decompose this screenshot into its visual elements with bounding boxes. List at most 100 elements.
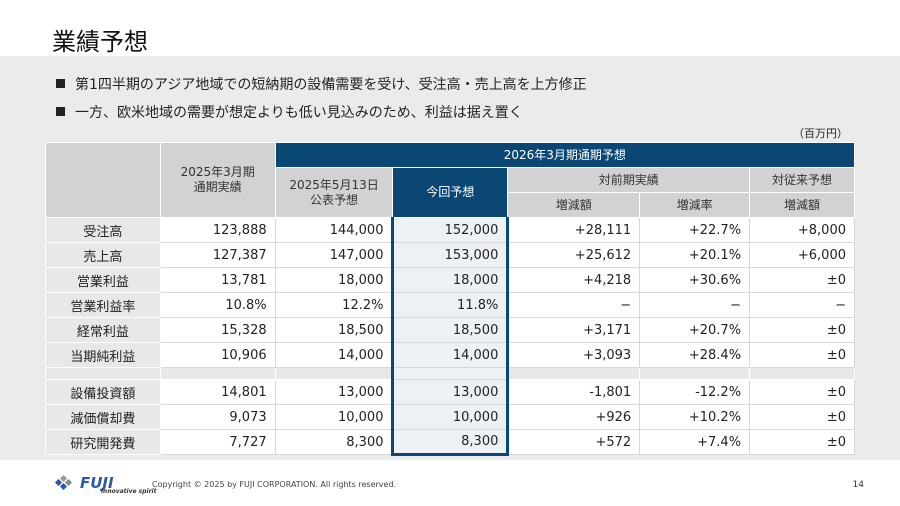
table-cell: +7.4% [639,429,751,455]
table-cell: 12.2% [274,292,394,318]
header-prev-forecast: 2025年5月13日 公表予想 [274,167,394,218]
table-cell: 18,000 [391,267,510,293]
table-cell: 127,387 [159,242,276,268]
row-label: 設備投資額 [45,379,161,405]
table-cell: 7,727 [159,429,276,455]
copyright: Copyright © 2025 by FUJI CORPORATION. Al… [152,480,397,489]
row-label: 研究開発費 [45,429,161,455]
table-cell: ±0 [749,317,855,343]
row-label: 売上高 [45,242,161,268]
row-label: 受注高 [45,217,161,243]
table-row: 研究開発費 7,727 8,300 8,300 +572 +7.4% ±0 [45,429,855,456]
spacer-cell [507,367,641,380]
table-cell: 18,000 [274,267,394,293]
table-cell: 147,000 [274,242,394,268]
header-fy-forecast: 2026年3月期通期予想 [274,142,856,168]
page-number: 14 [852,480,864,490]
header-actual: 2025年3月期 通期実績 [159,142,276,218]
table-cell: -12.2% [639,379,751,405]
spacer-cell [45,367,161,380]
table-cell: 8,300 [274,429,394,455]
header-rate: 増減率 [639,192,751,218]
table-row: 営業利益 13,781 18,000 18,000 +4,218 +30.6% ±0 [45,267,855,293]
bullet-text: 一方、欧米地域の需要が想定よりも低い見込みのため、利益は据え置く [75,105,523,121]
table-cell: +8,000 [749,217,855,243]
table-cell: 8,300 [391,429,510,456]
table-row: 経常利益 15,328 18,500 18,500 +3,171 +20.7% ±0 [45,317,855,343]
page-title: 業績予想 [52,28,148,56]
table-cell: +926 [507,404,641,430]
row-label: 営業利益 [45,267,161,293]
table-row: 受注高 123,888 144,000 152,000 +28,111 +22.7% +8,… [45,217,855,243]
table-cell: 14,000 [391,342,510,368]
table-cell: − [507,292,641,318]
table-cell: -1,801 [507,379,641,405]
table-cell: +28,111 [507,217,641,243]
logo-tagline: innovative spirit [101,488,157,495]
table-cell: 10,906 [159,342,276,368]
square-bullet-icon [56,79,65,88]
row-label: 減価償却費 [45,404,161,430]
table-cell: 153,000 [391,242,510,268]
header-current: 今回予想 [392,167,509,218]
spacer-cell [274,367,394,380]
table-row: 営業利益率 10.8% 12.2% 11.8% − − − [45,292,855,318]
table-row: 当期純利益 10,906 14,000 14,000 +3,093 +28.4% ±0 [45,342,855,368]
table-cell: +572 [507,429,641,455]
table-cell: ±0 [749,342,855,368]
square-bullet-icon [56,107,65,116]
table-cell: +6,000 [749,242,855,268]
table-cell: 10.8% [159,292,276,318]
table-row: 減価償却費 9,073 10,000 10,000 +926 +10.2% ±0 [45,404,855,430]
bullet-text: 第1四半期のアジア地域での短納期の設備需要を受け、受注高・売上高を上方修正 [75,77,587,93]
header-change2: 増減額 [749,192,855,218]
table-cell: +20.1% [639,242,751,268]
spacer-cell [391,367,510,380]
table-cell: +3,171 [507,317,641,343]
spacer-cell [159,367,276,380]
row-label: 営業利益率 [45,292,161,318]
table-cell: +22.7% [639,217,751,243]
table-cell: 13,000 [274,379,394,405]
table-cell: ±0 [749,429,855,455]
bullet-item: 一方、欧米地域の需要が想定よりも低い見込みのため、利益は据え置く [56,102,523,122]
spacer-cell [639,367,751,380]
header-blank [45,142,161,218]
table-cell: 18,500 [274,317,394,343]
table-cell: ±0 [749,404,855,430]
table-cell: 152,000 [391,217,510,243]
table-cell: +4,218 [507,267,641,293]
table-cell: 13,781 [159,267,276,293]
table-cell: +10.2% [639,404,751,430]
table-cell: ±0 [749,267,855,293]
table-cell: 15,328 [159,317,276,343]
table-cell: − [749,292,855,318]
table-cell: 18,500 [391,317,510,343]
unit-label: （百万円） [793,127,848,140]
table-cell: − [639,292,751,318]
table-cell: 14,801 [159,379,276,405]
table-cell: 13,000 [391,379,510,405]
table-cell: 11.8% [391,292,510,318]
header-vs-prev: 対従来予想 [749,167,855,193]
spacer-row [45,367,855,380]
table-cell: +30.6% [639,267,751,293]
table-cell: +3,093 [507,342,641,368]
fuji-logo: FUJI [52,474,147,494]
table-cell: 144,000 [274,217,394,243]
table-cell: 9,073 [159,404,276,430]
row-label: 経常利益 [45,317,161,343]
row-label: 当期純利益 [45,342,161,368]
header-vs-actual: 対前期実績 [507,167,751,193]
table-cell: +20.7% [639,317,751,343]
table-cell: +25,612 [507,242,641,268]
table-cell: ±0 [749,379,855,405]
table-row: 設備投資額 14,801 13,000 13,000 -1,801 -12.2% ±0 [45,379,855,405]
forecast-table: 2025年3月期 通期実績 2026年3月期通期予想 2025年5月13日 公表… [45,142,856,456]
table-cell: 123,888 [159,217,276,243]
header-change: 増減額 [507,192,641,218]
table-cell: +28.4% [639,342,751,368]
logo-text: FUJI [80,474,114,492]
bullet-item: 第1四半期のアジア地域での短納期の設備需要を受け、受注高・売上高を上方修正 [56,74,587,94]
table-cell: 14,000 [274,342,394,368]
